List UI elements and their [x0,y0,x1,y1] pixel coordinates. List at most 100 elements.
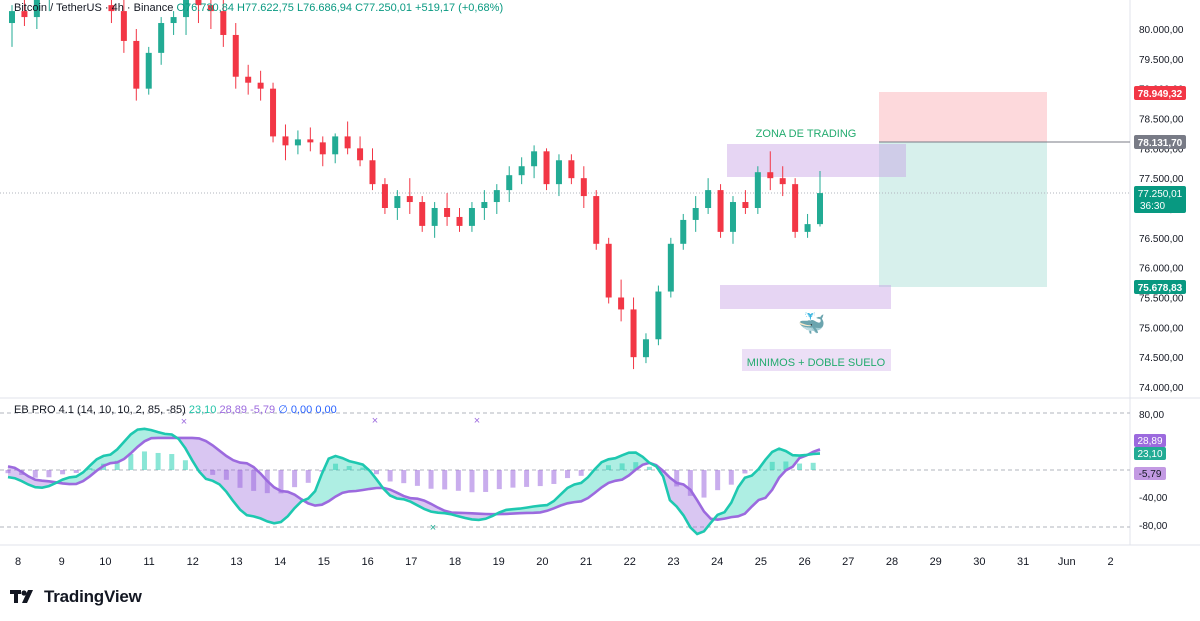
osc-fast-line [7,427,821,536]
osc-histogram-bar [605,465,611,470]
candle-up [531,151,538,167]
double-bottom-rect[interactable] [720,285,891,309]
candle-up [183,0,190,18]
candle-down [207,5,214,12]
candle-down [133,40,140,89]
osc-fill-purple [8,437,820,535]
price-axis-label: 77.500,00 [1139,174,1184,185]
osc-histogram-bar [455,470,461,491]
osc-histogram-bar [32,470,38,478]
osc-badge-bg [1134,447,1166,460]
osc-histogram-bar [797,463,803,470]
candle-up [170,17,177,24]
candle-up [145,52,152,89]
candle-up [804,224,811,232]
candle-up [680,219,687,244]
indicator-header[interactable]: EB PRO 4.1 (14, 10, 10, 2, 85, -85) 23,1… [14,403,337,416]
candle-up [468,208,475,226]
time-axis-label: 28 [886,556,898,568]
indicator-name[interactable]: EB PRO 4.1 (14, 10, 10, 2, 85, -85) [14,404,186,416]
price-axis-label: 80.000,00 [1139,25,1184,36]
time-axis-label: 15 [318,556,330,568]
osc-histogram-bar [551,470,557,484]
osc-histogram-bar [169,454,175,470]
osc-histogram-bar [155,452,161,470]
osc-histogram-bar [114,460,120,470]
candle-up [705,190,712,208]
price-axis-label: 75.500,00 [1139,294,1184,305]
osc-histogram-bar [428,470,434,489]
time-axis[interactable]: 8 9 10 11 12 13 14 15 16 17 18 19 20 21 22 23 24 25 26 27 28… [15,556,1114,568]
price-axis-label: 75.000,00 [1139,323,1184,334]
price-axis-label: 79.500,00 [1139,55,1184,66]
time-axis-label: 24 [711,556,723,568]
indicator-slow-value: 28,89 [219,404,248,416]
price-axis-label: 78.500,00 [1139,115,1184,126]
indicator-fast-value: 23,10 [188,404,217,416]
candle-up [493,190,500,203]
time-axis-label: 8 [15,556,21,568]
osc-axis-label: 80,00 [1139,410,1164,421]
candle-up [9,11,15,24]
candle-down [792,184,799,232]
osc-histogram-bar [619,463,625,470]
candle-up [692,208,699,220]
whale-icon: 🐳 [798,311,825,336]
candle-down [779,178,786,185]
entry-badge: 78.131,70 [1138,138,1183,149]
time-axis-label: 20 [536,556,548,568]
ohlc-close: C77.250,01 [355,2,412,14]
candle-down [406,196,413,203]
osc-badge-slow: 28,89 [1137,436,1162,447]
cross-marker: × [181,416,187,428]
candle-down [568,160,575,179]
ohlc-low: L76.686,94 [296,2,353,14]
candle-down [630,309,637,358]
ohlc-open: O76.730,84 [176,2,234,14]
target-zone[interactable] [879,92,1047,142]
candle-up [555,160,562,185]
candle-down [357,148,364,161]
time-axis-label: Jun [1058,556,1076,568]
price-axis-label: 76.500,00 [1139,234,1184,245]
target-badge: 78.949,32 [1138,89,1183,100]
osc-histogram-bar [715,470,721,491]
symbol-title[interactable]: Bitcoin / TetherUS · 4h · Binance [14,2,174,14]
candle-down [767,172,774,179]
candle-up [667,243,674,292]
symbol-header[interactable]: Bitcoin / TetherUS · 4h · Binance O76.73… [14,2,503,14]
cross-marker: × [474,415,480,427]
candle-up [481,202,488,208]
candle-down [456,216,463,226]
stop-badge-bg [1134,280,1186,294]
osc-histogram-bar [414,470,420,486]
stop-zone[interactable] [879,142,1047,287]
osc-badge-bg [1134,467,1166,480]
osc-histogram-bar [346,466,352,470]
candle-up [394,196,401,208]
osc-histogram-bar [305,470,311,483]
price-axis-label: 74.000,00 [1139,383,1184,394]
osc-histogram-bar [524,470,530,487]
tradingview-brand[interactable]: TradingView [10,586,142,608]
price-change: +519,17 (+0,68%) [415,2,504,14]
trading-zone-rect[interactable] [727,144,906,177]
candle-down [319,142,326,155]
osc-fill-teal [62,428,814,520]
osc-histogram-bar [278,470,284,494]
osc-histogram-bar [333,463,339,470]
osc-histogram-bar [578,470,584,476]
osc-histogram-bar [360,467,366,470]
osc-histogram-bar [182,460,188,470]
candle-down [419,202,426,226]
candle-down [742,202,749,208]
candle-down [344,136,351,149]
osc-badge-fast: 23,10 [1137,449,1162,460]
tradingview-logo-icon [10,590,33,603]
time-axis-label: 9 [59,556,65,568]
candle-down [282,136,289,146]
osc-histogram-bar [469,470,475,493]
price-axis-label: 78.000,00 [1139,144,1184,155]
candle-down [369,160,376,185]
